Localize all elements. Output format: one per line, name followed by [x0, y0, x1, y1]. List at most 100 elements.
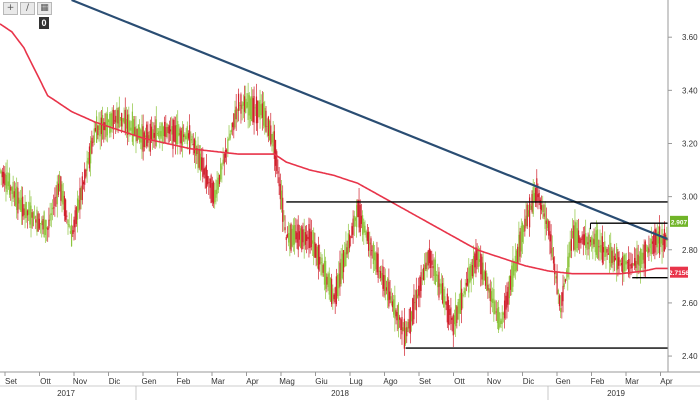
candle-body: [315, 243, 317, 258]
candle-body: [8, 173, 11, 195]
candle-body: [571, 231, 574, 239]
candle-body: [59, 175, 61, 192]
candle-body: [441, 283, 444, 304]
candle-body: [96, 116, 98, 143]
candle-body: [576, 228, 578, 249]
candle-body: [30, 205, 32, 229]
candle-body: [197, 144, 199, 169]
crosshair-icon[interactable]: +: [3, 2, 18, 15]
candle-body: [178, 133, 180, 135]
candle-body: [496, 308, 499, 324]
candle-body: [327, 274, 329, 288]
candle-body: [311, 240, 314, 244]
candle-body: [185, 135, 187, 140]
candle-body: [49, 214, 51, 221]
moving-average-line: [0, 23, 668, 275]
candle-body: [261, 103, 264, 118]
candle-body: [190, 139, 192, 141]
candle-body: [345, 243, 347, 267]
candle-body: [534, 187, 537, 204]
candle-body: [456, 306, 458, 324]
candle-body: [56, 181, 58, 205]
x-tick-label: Lug: [349, 377, 362, 386]
candle-body: [161, 123, 163, 144]
candle-body: [523, 225, 525, 232]
candle-body: [403, 318, 405, 349]
candle-body: [601, 236, 603, 263]
candle-body: [562, 285, 564, 302]
candle-body: [214, 190, 216, 203]
candle-body: [271, 134, 273, 143]
candle-body: [20, 197, 23, 213]
candle-body: [107, 120, 110, 123]
candle-body: [104, 122, 106, 131]
candle-body: [427, 250, 429, 266]
candle-body: [160, 131, 162, 137]
candle-body: [437, 274, 439, 288]
candle-body: [583, 234, 586, 245]
pencil-icon[interactable]: ∕: [20, 2, 35, 15]
candle-body: [608, 247, 611, 264]
candle-body: [438, 271, 440, 298]
candle-body: [500, 320, 502, 325]
candle-body: [391, 301, 394, 308]
candle-body: [519, 231, 521, 257]
candle-body: [409, 307, 411, 334]
candle-body: [433, 259, 435, 276]
candle-body: [156, 133, 159, 135]
candle-body: [235, 106, 237, 120]
candle-body: [10, 186, 12, 191]
candle-body: [66, 215, 68, 217]
candle-body: [449, 309, 451, 315]
candle-body: [127, 114, 129, 135]
candle-body: [208, 182, 210, 184]
candle-body: [631, 262, 633, 269]
candle-body: [393, 299, 395, 315]
candle-body: [457, 302, 459, 320]
candle-body: [203, 168, 205, 175]
candle-body: [93, 128, 95, 143]
candle-body: [642, 252, 644, 260]
candle-body: [155, 119, 157, 146]
candle-body: [347, 233, 349, 254]
price-tag-box: [670, 215, 688, 227]
candle-body: [536, 178, 538, 203]
candle-body: [82, 181, 85, 185]
candle-body: [602, 247, 605, 253]
candle-body: [115, 115, 117, 123]
candle-body: [277, 171, 279, 174]
candle-body: [253, 96, 255, 123]
candle-body: [84, 169, 86, 185]
candle-body: [222, 159, 224, 165]
candle-body: [579, 237, 581, 244]
candle-body: [574, 221, 576, 250]
candle-body: [382, 266, 384, 289]
candle-body: [569, 241, 571, 258]
candle-body: [365, 231, 367, 238]
candle-body: [492, 298, 494, 304]
candle-body: [415, 290, 417, 311]
candle-body: [499, 312, 501, 328]
candle-body: [106, 113, 108, 136]
grid-icon[interactable]: ▦: [37, 2, 52, 15]
candle-body: [605, 247, 607, 257]
candle-body: [649, 243, 651, 249]
candle-body: [464, 288, 466, 295]
candle-body: [629, 264, 631, 266]
candle-body: [408, 319, 410, 329]
candle-body: [24, 204, 26, 219]
candle-body: [637, 254, 639, 265]
candle-body: [335, 276, 337, 305]
x-tick-label: Nov: [73, 377, 87, 386]
candle-body: [143, 132, 145, 148]
x-tick-label: Set: [419, 377, 432, 386]
candle-body: [118, 106, 120, 128]
candle-body: [486, 273, 488, 291]
candle-body: [217, 177, 219, 190]
candle-body: [505, 295, 507, 310]
candle-body: [149, 123, 151, 152]
candle-body: [251, 96, 253, 121]
candle-body: [4, 173, 6, 186]
candle-body: [585, 232, 587, 248]
candle-body: [416, 294, 419, 298]
